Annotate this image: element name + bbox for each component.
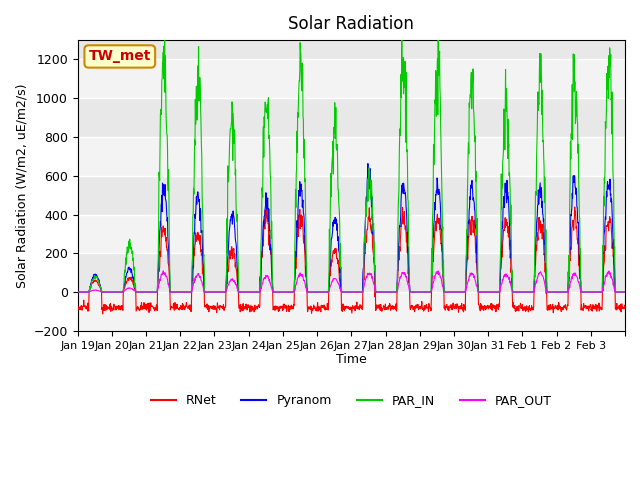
Pyranom xyxy=(614,289,622,295)
PAR_OUT xyxy=(337,288,345,294)
Pyranom xyxy=(481,289,488,295)
RNet xyxy=(99,311,106,317)
PAR_IN xyxy=(74,289,81,295)
PAR_IN xyxy=(159,49,167,55)
PAR_OUT xyxy=(561,289,568,295)
RNet xyxy=(337,288,345,294)
Bar xyxy=(77,137,625,176)
Pyranom xyxy=(561,289,568,295)
PAR_OUT xyxy=(435,268,442,274)
Line: RNet: RNet xyxy=(77,207,625,314)
PAR_IN xyxy=(326,193,334,199)
PAR_IN xyxy=(614,289,622,295)
Y-axis label: Solar Radiation (W/m2, uE/m2/s): Solar Radiation (W/m2, uE/m2/s) xyxy=(15,83,28,288)
PAR_OUT xyxy=(326,283,334,289)
Line: PAR_OUT: PAR_OUT xyxy=(77,271,625,292)
Pyranom xyxy=(74,289,81,295)
Pyranom xyxy=(364,161,372,167)
Pyranom xyxy=(326,256,334,262)
PAR_IN xyxy=(561,289,568,295)
Text: TW_met: TW_met xyxy=(88,49,151,63)
Line: Pyranom: Pyranom xyxy=(77,164,625,292)
Line: PAR_IN: PAR_IN xyxy=(77,24,625,292)
PAR_IN xyxy=(337,265,345,271)
X-axis label: Time: Time xyxy=(336,353,367,366)
Pyranom xyxy=(337,284,345,289)
RNet xyxy=(327,259,335,264)
RNet xyxy=(621,304,629,310)
RNet xyxy=(481,303,488,309)
Legend: RNet, Pyranom, PAR_IN, PAR_OUT: RNet, Pyranom, PAR_IN, PAR_OUT xyxy=(146,389,557,412)
RNet xyxy=(74,304,81,310)
PAR_OUT xyxy=(159,268,167,274)
PAR_OUT xyxy=(481,289,488,295)
RNet xyxy=(160,228,168,234)
Bar xyxy=(77,292,625,331)
RNet xyxy=(561,303,568,309)
Bar xyxy=(77,215,625,253)
PAR_IN xyxy=(481,289,488,295)
RNet xyxy=(571,204,579,210)
RNet xyxy=(615,303,623,309)
Pyranom xyxy=(159,181,167,187)
PAR_IN xyxy=(621,289,629,295)
Title: Solar Radiation: Solar Radiation xyxy=(289,15,414,33)
Pyranom xyxy=(621,289,629,295)
PAR_OUT xyxy=(74,289,81,295)
Bar xyxy=(77,60,625,98)
PAR_OUT xyxy=(621,289,629,295)
PAR_OUT xyxy=(614,289,622,295)
PAR_IN xyxy=(435,21,442,26)
